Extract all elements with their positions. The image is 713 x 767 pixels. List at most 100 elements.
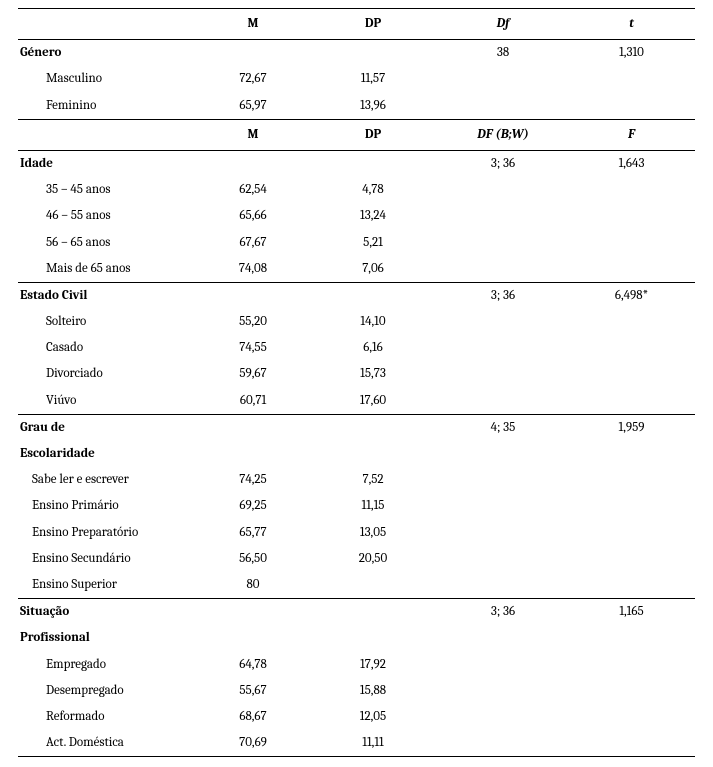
cell-M: 60,71 [198, 388, 308, 415]
cell-M: 74,08 [198, 256, 308, 283]
idade-df: 3; 36 [438, 150, 568, 177]
situacao-label-1: Situação [18, 599, 198, 626]
col-DP: DP [308, 9, 438, 40]
row-label: Act. Doméstica [18, 730, 198, 757]
cell-DP: 11,11 [308, 730, 438, 757]
row-label: Mais de 65 anos [18, 256, 198, 283]
row-label: Ensino Superior [18, 572, 198, 599]
cell-DP: 17,92 [308, 652, 438, 678]
genero-df: 38 [438, 40, 568, 67]
table-row: Reformado 68,67 12,05 [18, 704, 695, 730]
row-label: 56 – 65 anos [18, 230, 198, 256]
cell-M: 72,67 [198, 66, 308, 92]
cell-DP: 4,78 [308, 177, 438, 203]
genero-label: Género [18, 40, 198, 67]
escolaridade-df: 4; 35 [438, 414, 568, 441]
cell-DP: 14,10 [308, 309, 438, 335]
cell-M: 65,66 [198, 203, 308, 229]
cell-M: 65,77 [198, 520, 308, 546]
table-row: Divorciado 59,67 15,73 [18, 361, 695, 387]
row-label: Viúvo [18, 388, 198, 415]
header-row-2: M DP DF (B;W) F [18, 119, 695, 150]
cell-M: 68,67 [198, 704, 308, 730]
table-row: Masculino 72,67 11,57 [18, 66, 695, 92]
row-label: 35 – 45 anos [18, 177, 198, 203]
col-M2: M [198, 119, 308, 150]
cell-DP [308, 572, 438, 599]
cell-DP: 12,05 [308, 704, 438, 730]
cell-M: 74,55 [198, 335, 308, 361]
col-t: t [568, 9, 695, 40]
cell-DP: 15,73 [308, 361, 438, 387]
row-label: Divorciado [18, 361, 198, 387]
situacao-label-2: Profissional [18, 625, 198, 651]
col-Df: Df [438, 9, 568, 40]
escolaridade-F: 1,959 [568, 414, 695, 441]
row-label: Ensino Primário [18, 493, 198, 519]
cell-DP: 7,06 [308, 256, 438, 283]
genero-t: 1,310 [568, 40, 695, 67]
cell-M: 64,78 [198, 652, 308, 678]
stats-table: M DP Df t Género 38 1,310 Masculino 72,6… [18, 8, 695, 757]
row-label: Masculino [18, 66, 198, 92]
estado-civil-df: 3; 36 [438, 282, 568, 309]
row-label: Empregado [18, 652, 198, 678]
estado-civil-F: 6,498* [568, 282, 695, 309]
table-row: Feminino 65,97 13,96 [18, 93, 695, 120]
row-label: 46 – 55 anos [18, 203, 198, 229]
cell-M: 65,97 [198, 93, 308, 120]
cell-M: 70,69 [198, 730, 308, 757]
table-row: Casado 74,55 6,16 [18, 335, 695, 361]
cell-DP: 13,96 [308, 93, 438, 120]
table-row: Solteiro 55,20 14,10 [18, 309, 695, 335]
estado-civil-label: Estado Civil [18, 282, 198, 309]
row-label: Sabe ler e escrever [18, 467, 198, 493]
cell-DP: 5,21 [308, 230, 438, 256]
table-row: Ensino Primário 69,25 11,15 [18, 493, 695, 519]
table-row: Ensino Superior 80 [18, 572, 695, 599]
col-F: F [568, 119, 695, 150]
cell-M: 80 [198, 572, 308, 599]
cell-DP: 11,15 [308, 493, 438, 519]
group-genero: Género 38 1,310 [18, 40, 695, 67]
escolaridade-label-1: Grau de [18, 414, 198, 441]
group-estado-civil: Estado Civil 3; 36 6,498* [18, 282, 695, 309]
idade-label: Idade [18, 150, 198, 177]
group-idade: Idade 3; 36 1,643 [18, 150, 695, 177]
col-DP2: DP [308, 119, 438, 150]
cell-M: 69,25 [198, 493, 308, 519]
group-situacao-1: Situação 3; 36 1,165 [18, 599, 695, 626]
cell-DP: 13,24 [308, 203, 438, 229]
col-M: M [198, 9, 308, 40]
group-escolaridade-2: Escolaridade [18, 441, 695, 467]
escolaridade-label-2: Escolaridade [18, 441, 198, 467]
header-row-1: M DP Df t [18, 9, 695, 40]
table-row: Ensino Preparatório 65,77 13,05 [18, 520, 695, 546]
cell-M: 59,67 [198, 361, 308, 387]
table-row: Ensino Secundário 56,50 20,50 [18, 546, 695, 572]
table-row: Empregado 64,78 17,92 [18, 652, 695, 678]
cell-M: 56,50 [198, 546, 308, 572]
idade-F: 1,643 [568, 150, 695, 177]
row-label: Ensino Secundário [18, 546, 198, 572]
table-row: Sabe ler e escrever 74,25 7,52 [18, 467, 695, 493]
table-row: 56 – 65 anos 67,67 5,21 [18, 230, 695, 256]
cell-DP: 7,52 [308, 467, 438, 493]
cell-M: 67,67 [198, 230, 308, 256]
cell-DP: 13,05 [308, 520, 438, 546]
cell-DP: 11,57 [308, 66, 438, 92]
col-blank [18, 9, 198, 40]
cell-M: 62,54 [198, 177, 308, 203]
situacao-F: 1,165 [568, 599, 695, 626]
row-label: Reformado [18, 704, 198, 730]
col-blank [18, 119, 198, 150]
cell-DP: 6,16 [308, 335, 438, 361]
table-row: Act. Doméstica 70,69 11,11 [18, 730, 695, 757]
situacao-df: 3; 36 [438, 599, 568, 626]
table-row: Mais de 65 anos 74,08 7,06 [18, 256, 695, 283]
row-label: Casado [18, 335, 198, 361]
table-row: 46 – 55 anos 65,66 13,24 [18, 203, 695, 229]
table-row: Viúvo 60,71 17,60 [18, 388, 695, 415]
row-label: Ensino Preparatório [18, 520, 198, 546]
col-DFBW: DF (B;W) [438, 119, 568, 150]
